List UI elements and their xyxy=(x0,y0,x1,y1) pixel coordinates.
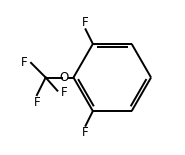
Text: O: O xyxy=(59,71,68,84)
Text: F: F xyxy=(21,56,27,69)
Text: F: F xyxy=(82,126,89,139)
Text: F: F xyxy=(33,96,40,109)
Text: F: F xyxy=(61,86,68,99)
Text: F: F xyxy=(82,16,89,29)
